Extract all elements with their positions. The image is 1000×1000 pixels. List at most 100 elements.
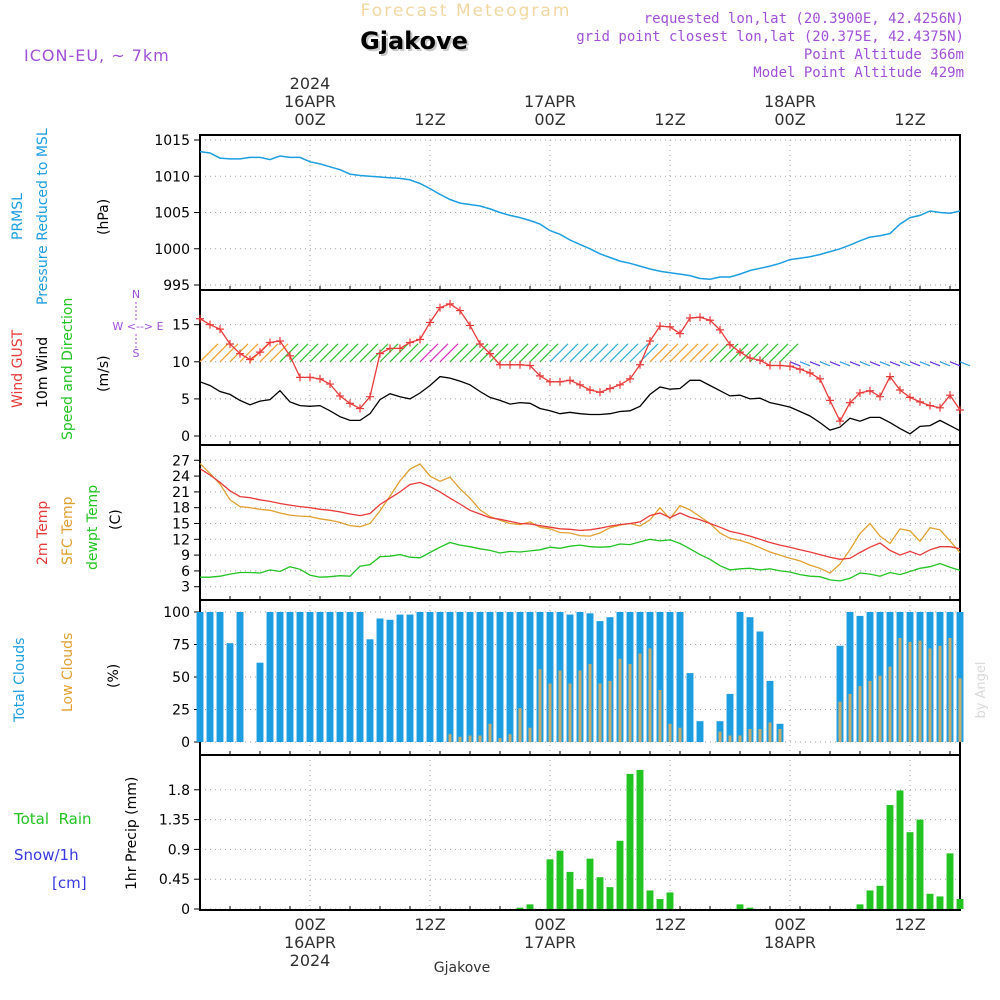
wind-ytick-label: 0 [181,429,190,445]
wind-direction-arrow [929,361,941,367]
wind-gust-point [796,365,804,374]
wind-gust-point [496,360,504,369]
total-cloud-bar [416,612,424,742]
wind-direction-arrow [329,343,349,363]
temp-ytick-label: 24 [172,469,190,485]
wind-gust-point [786,362,794,371]
wind-gust-point [276,337,284,346]
low-cloud-bar [928,648,932,742]
wind-gust-point [836,417,844,426]
low-cloud-bar [748,729,752,742]
total-cloud-bar [856,615,864,742]
wind-gust-point [596,388,604,397]
temp-ytick-label: 9 [181,548,190,564]
wind-direction-arrow [959,361,971,367]
pressure-ytick-label: 995 [163,278,190,294]
total-cloud-bar [476,612,484,742]
wind-direction-arrow [909,361,921,367]
precip-frame [199,754,961,911]
wind-direction-arrow [419,343,439,363]
wind-ytick-label: 10 [172,355,190,371]
wind-gust-point [536,371,544,380]
rain-bar [936,896,944,909]
rain-bar [876,885,884,909]
total-cloud-bar [256,662,264,742]
pressure-unit: (hPa) [96,199,112,235]
wind-gust-point [866,386,874,395]
wind-direction-arrow [299,343,319,363]
wind-direction-arrow [779,343,799,363]
wind-gust-point [416,335,424,344]
temp-unit: (C) [108,509,124,530]
total-cloud-bar [676,612,684,742]
wind-gust-point [326,380,334,389]
bottom-time-label: 12Z [894,915,925,934]
rain-bar [566,871,574,909]
wind-gust-point [936,403,944,412]
low-cloud-bar [838,701,842,742]
bottom-time-label: 12Z [654,915,685,934]
pressure-ytick-label: 1010 [154,169,190,185]
wind-gust-point [776,361,784,370]
total-cloud-bar [266,612,274,742]
wind-gust-point [356,404,364,413]
wind-gust-point [736,348,744,357]
location-title: Gjakove [360,27,468,55]
wind-direction-arrow [289,343,309,363]
total-cloud-bar [866,612,874,742]
low-cloud-bar [878,675,882,742]
total-cloud-bar [546,612,554,742]
low-cloud-bar [628,664,632,742]
low-cloud-bar [648,648,652,742]
rain-bar [546,859,554,909]
wind-direction-arrow [719,343,739,363]
wind-direction-arrow [729,343,749,363]
clouds-total-label: Total Clouds [12,638,28,723]
wind-direction-arrow [319,343,339,363]
wind-gust-point [696,313,704,322]
wind-gust-point [406,338,414,347]
top-time-label: 17APR [524,92,576,111]
rain-bar [646,890,654,909]
point-altitude: Point Altitude 366m [804,47,964,63]
wind-direction-arrow [549,343,569,363]
precip-cm-label: [cm] [52,874,87,892]
wind-direction-arrow [399,343,419,363]
wind-direction-arrow [839,361,851,367]
precip-panel: 0 0.45 0.9 1.35 1.8 [159,754,964,918]
rain-bar [866,890,874,909]
wind-ytick-label: 5 [181,392,190,408]
low-cloud-bar [728,735,732,742]
wind-direction-arrow [849,361,861,367]
low-cloud-bar [638,653,642,742]
wind-gust-point [766,361,774,370]
low-cloud-bar [848,693,852,742]
clouds-ytick-label: 50 [172,670,190,686]
wind-direction-arrow [759,343,779,363]
top-time-label: 00Z [534,110,565,129]
bottom-time-label: 00Z [534,915,565,934]
wind-gust-point [716,325,724,334]
wind-direction-arrow [509,343,529,363]
clouds-ytick-label: 100 [163,605,190,621]
compass-west-east: W <--> E [112,320,163,333]
wind-direction-arrow [619,343,639,363]
total-cloud-bar [286,612,294,742]
wind-gust-point [376,349,384,358]
low-cloud-bar [558,670,562,742]
pressure-label-msl: Pressure Reduced to MSL [35,128,51,305]
rain-bar [606,887,614,909]
low-cloud-bar [768,722,772,742]
pressure-label-prmsl: PRMSL [10,193,26,240]
wind-gust-point [576,380,584,389]
wind-gust-point [456,306,464,315]
wind-gust-point [516,360,524,369]
low-cloud-bar [498,738,502,742]
wind-gust-point [896,385,904,394]
requested-coords: requested lon,lat (20.3900E, 42.4256N) [644,11,964,27]
rain-bar [916,819,924,909]
wind-gust-point [646,337,654,346]
wind-gust-point [506,360,514,369]
low-cloud-bar [948,638,952,742]
precip-ytick-label: 1.8 [168,783,190,799]
